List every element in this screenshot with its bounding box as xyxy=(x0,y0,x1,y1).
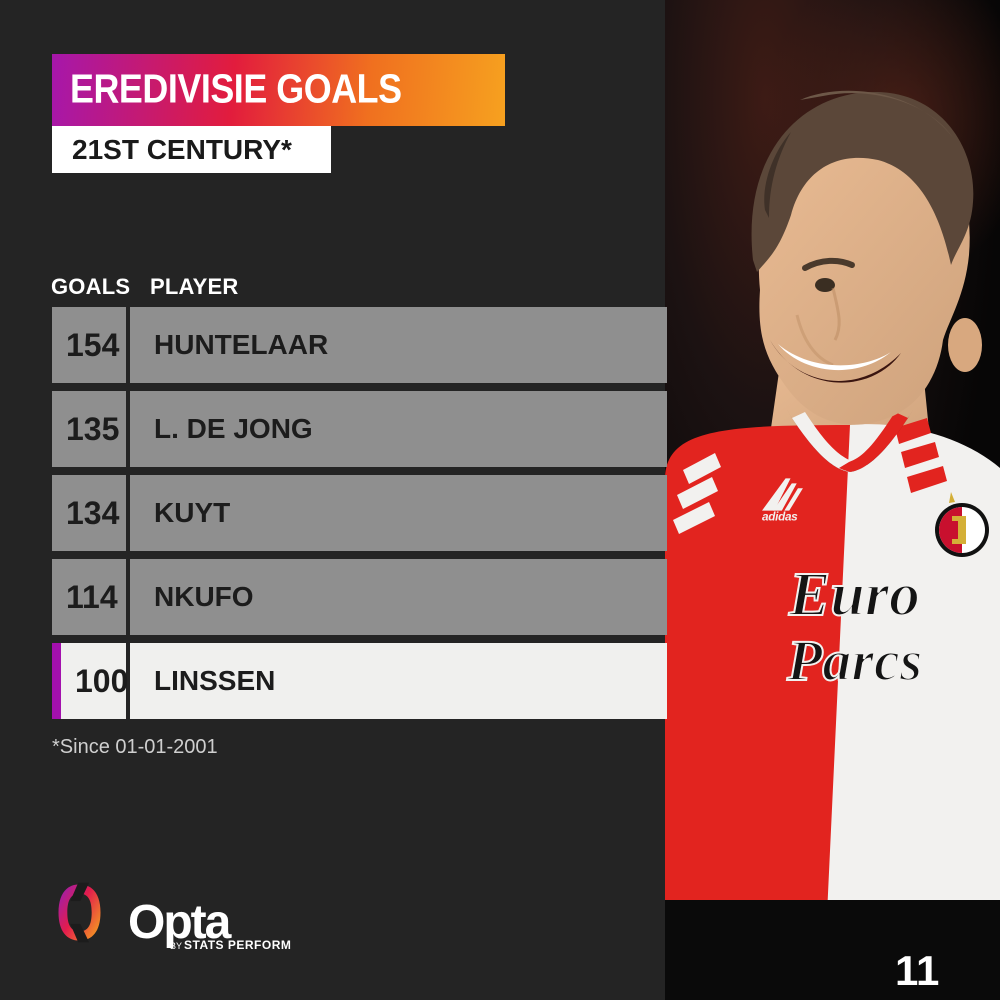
svg-text:STATS PERFORM: STATS PERFORM xyxy=(184,938,291,952)
svg-text:adidas: adidas xyxy=(762,511,798,524)
svg-text:11: 11 xyxy=(895,947,939,994)
svg-text:Euro: Euro xyxy=(788,561,920,629)
svg-text:Parcs: Parcs xyxy=(786,628,922,693)
svg-text:BY: BY xyxy=(170,941,182,951)
